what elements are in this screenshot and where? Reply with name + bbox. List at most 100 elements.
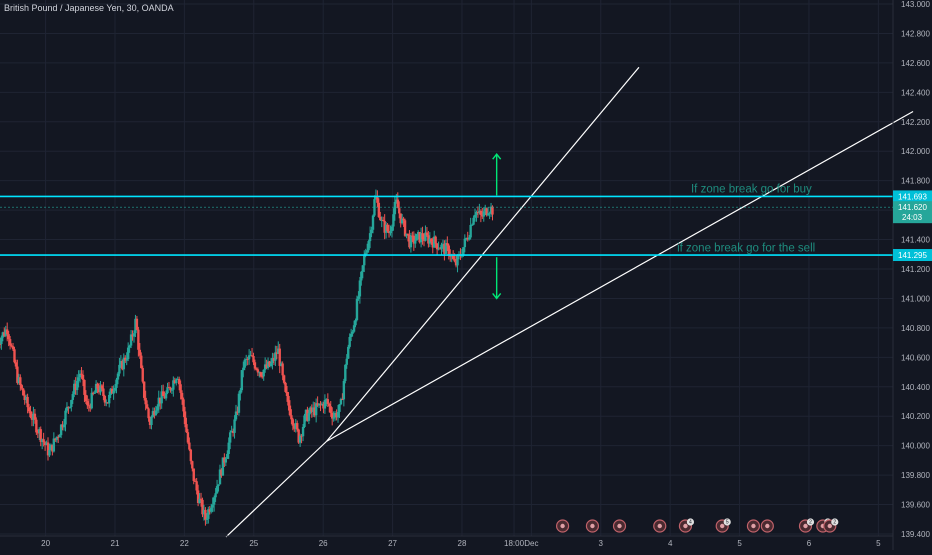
candle-body	[145, 404, 149, 409]
candle-body	[243, 359, 246, 368]
candle-body	[74, 383, 77, 391]
candle-body	[271, 358, 274, 363]
candle-body	[211, 504, 214, 508]
candle-body	[46, 442, 50, 456]
candle-body	[319, 403, 322, 405]
price-axis-tick-label: 140.400	[901, 383, 930, 392]
time-axis-tick-label: 21	[111, 539, 120, 548]
candle-body	[297, 429, 300, 443]
arrow-up[interactable]	[492, 153, 502, 196]
event-marker-badge-count: 2	[833, 520, 836, 526]
candle-body	[73, 383, 76, 395]
candle-body	[166, 387, 169, 394]
candle-body	[347, 346, 350, 359]
time-axis-tick-label: 27	[388, 539, 397, 548]
candle-body	[23, 395, 26, 401]
candle-body	[26, 396, 29, 408]
candle-body	[131, 334, 134, 337]
candle-body	[247, 355, 251, 360]
candle-body	[383, 220, 386, 233]
candle-body	[90, 392, 93, 409]
candle-body	[466, 238, 469, 240]
trendline-3[interactable]	[326, 110, 914, 442]
candle-body	[412, 235, 416, 244]
candle-body	[65, 406, 69, 411]
candle-body	[160, 391, 163, 404]
candle-body	[489, 206, 493, 214]
candle-body	[113, 387, 117, 391]
candle-body	[408, 234, 411, 248]
price-axis-tick-label: 139.600	[901, 501, 930, 510]
candle-body	[119, 360, 123, 365]
candle-body	[157, 397, 160, 407]
candle-body	[42, 439, 45, 443]
candle-body	[214, 493, 217, 498]
candle-body	[252, 355, 255, 363]
candle-body	[488, 213, 491, 215]
candle-body	[390, 226, 394, 232]
candle-body	[278, 348, 281, 366]
candle-body	[156, 406, 159, 411]
candle-body	[396, 199, 399, 209]
candle-body	[173, 380, 176, 384]
candle-body	[29, 411, 32, 418]
price-axis-tick-label: 140.800	[901, 324, 930, 333]
candle-body	[262, 369, 265, 377]
candle-body	[322, 403, 325, 409]
candle-body	[112, 390, 115, 394]
candle-body	[62, 424, 66, 428]
candle-body	[93, 392, 96, 394]
candle-body	[138, 349, 142, 356]
candle-body	[212, 497, 216, 505]
candle-body	[100, 385, 104, 389]
candle-body	[35, 419, 38, 433]
candle-body	[57, 436, 60, 438]
time-axis-tick-label: 3	[599, 539, 604, 548]
candle-body	[434, 236, 437, 244]
time-axis-tick-label: Dec	[524, 539, 538, 548]
candle-body	[409, 235, 413, 248]
candle-body	[307, 413, 311, 421]
candle-body	[475, 212, 478, 215]
candle-body	[227, 442, 230, 455]
candle-body	[427, 235, 430, 244]
candle-body	[296, 423, 299, 430]
candle-body	[102, 388, 105, 397]
candle-body	[61, 424, 64, 428]
candle-body	[380, 219, 383, 221]
candle-body	[147, 408, 150, 419]
candle-body	[339, 399, 343, 405]
candle-body	[13, 349, 16, 363]
candle-body	[323, 399, 327, 409]
candle-body	[392, 214, 395, 227]
candle-body	[177, 378, 181, 385]
candle-body	[259, 372, 262, 377]
current-price-tag	[893, 201, 932, 224]
candle-body	[80, 373, 83, 375]
candle-body	[234, 411, 238, 420]
candle-body	[59, 424, 63, 436]
candle-body	[180, 392, 184, 400]
candle-body	[16, 366, 19, 383]
candle-body	[32, 413, 35, 420]
time-axis-tick-label: 18:00	[504, 539, 525, 548]
candle-body	[231, 430, 235, 433]
arrow-down[interactable]	[492, 257, 502, 300]
candle-body	[481, 214, 484, 217]
candle-body	[91, 392, 95, 394]
candle-body	[441, 243, 445, 245]
candle-body	[7, 334, 10, 340]
candle-body	[183, 411, 187, 425]
candle-body	[344, 364, 347, 381]
candle-body	[341, 399, 344, 401]
trendline-1[interactable]	[225, 440, 328, 538]
candle-body	[221, 457, 225, 476]
candle-body	[54, 438, 57, 440]
current-price-label: 141.620	[898, 203, 927, 212]
time-axis-tick-label: 6	[807, 539, 812, 548]
candle-body	[237, 393, 241, 413]
candle-body	[154, 410, 158, 416]
candle-body	[226, 454, 229, 459]
